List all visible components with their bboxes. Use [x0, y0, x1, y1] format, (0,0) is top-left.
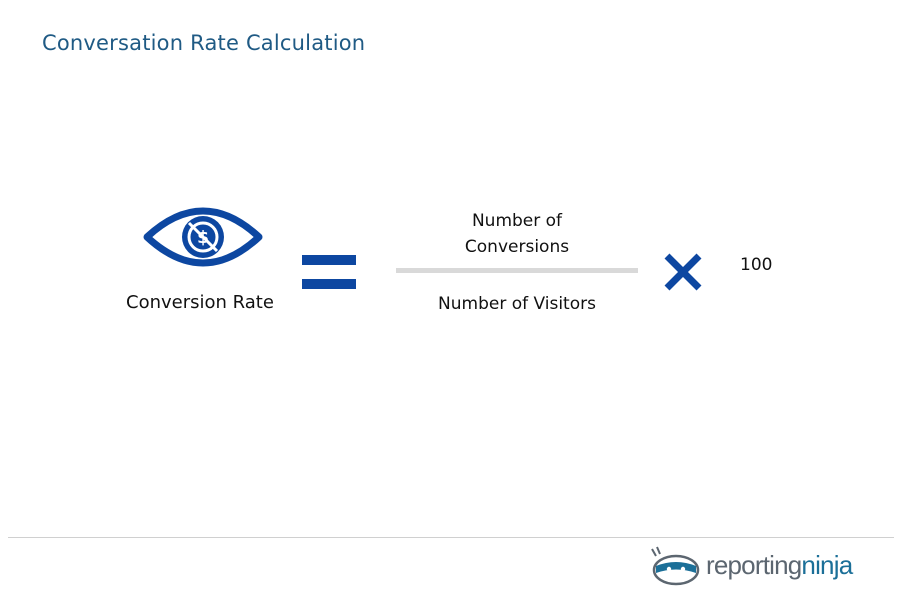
eye-dollar-icon: $	[143, 207, 263, 267]
brand-logo: reportingninja	[650, 546, 860, 586]
brand-wordmark-ninja: ninja	[801, 550, 853, 580]
fraction-bar	[396, 268, 638, 273]
conversion-rate-label: Conversion Rate	[126, 292, 274, 313]
brand-wordmark: reportingninja	[706, 550, 853, 581]
footer-divider	[8, 537, 894, 538]
multiplier-value: 100	[740, 255, 773, 275]
svg-text:$: $	[197, 228, 209, 248]
multiply-icon	[664, 253, 702, 291]
ninja-icon	[651, 546, 700, 586]
brand-wordmark-reporting: reporting	[706, 550, 802, 580]
page-title: Conversation Rate Calculation	[42, 31, 366, 55]
numerator-line-1: Number of	[471, 211, 563, 231]
numerator-line-2: Conversions	[464, 237, 570, 257]
numerator: Number of Conversions	[396, 208, 638, 260]
equals-icon	[302, 255, 356, 289]
denominator: Number of Visitors	[438, 294, 596, 314]
